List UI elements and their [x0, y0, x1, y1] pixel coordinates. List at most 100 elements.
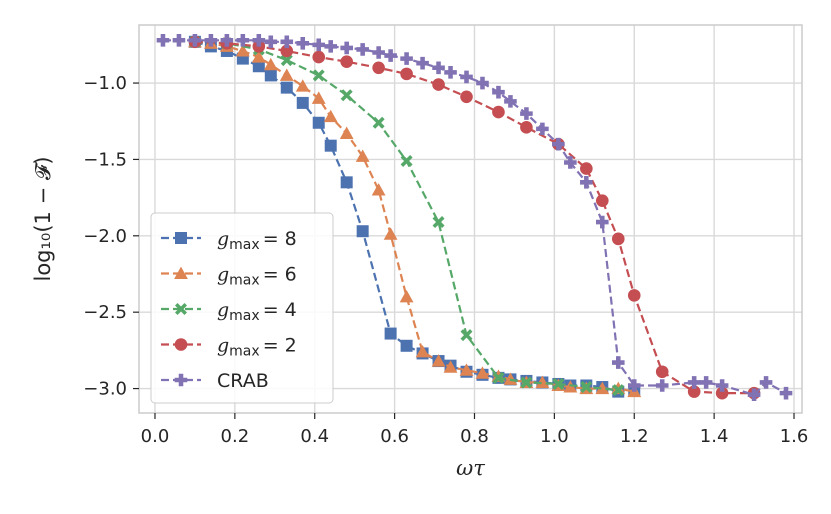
data-point — [383, 227, 398, 240]
data-point — [280, 54, 293, 67]
data-point — [400, 339, 413, 352]
data-point — [595, 381, 610, 395]
data-point — [340, 176, 353, 189]
data-point — [580, 162, 593, 175]
data-point — [687, 376, 701, 389]
data-point — [612, 384, 625, 397]
y-tick-label: −2.0 — [83, 226, 127, 247]
data-point — [492, 105, 505, 119]
ticks: 0.0 0.2 0.4 0.6 0.8 1.0 1.2 1.4 1.6 −1.0 −1.5 −2.0 −… — [83, 73, 808, 447]
data-point — [251, 50, 266, 63]
legend-symbol: g — [217, 264, 229, 286]
data-point — [520, 107, 533, 120]
data-point — [264, 35, 278, 49]
data-point — [715, 379, 729, 392]
legend-label: gmax = 6 — [217, 264, 297, 289]
data-point — [552, 137, 565, 151]
legend-value: = 8 — [263, 228, 297, 250]
x-tick-label: 0.6 — [380, 426, 409, 447]
data-point — [340, 55, 353, 68]
data-point — [503, 372, 518, 385]
data-point — [175, 232, 187, 244]
x-tick-label: 0.4 — [300, 426, 329, 447]
x-tick-label: 0.2 — [221, 426, 250, 447]
legend-label: gmax = 8 — [217, 228, 297, 253]
data-point — [296, 37, 310, 50]
data-point — [432, 78, 445, 91]
data-point — [339, 126, 354, 139]
data-point — [444, 66, 457, 79]
data-point — [156, 33, 170, 47]
data-point — [372, 46, 385, 59]
plot-frame — [138, 24, 803, 414]
data-point — [520, 376, 533, 389]
data-point — [687, 385, 701, 398]
data-point — [356, 43, 369, 56]
data-point — [312, 69, 325, 82]
data-point — [627, 379, 641, 392]
data-point — [400, 52, 413, 65]
legend-value: = 2 — [263, 335, 297, 357]
data-point — [372, 116, 385, 129]
data-point — [312, 38, 326, 52]
data-point — [432, 61, 445, 75]
legend-box — [150, 212, 334, 404]
data-point — [627, 289, 641, 302]
data-point — [371, 183, 386, 196]
data-point — [596, 215, 609, 229]
data-point — [415, 344, 430, 358]
data-point — [340, 89, 353, 102]
data-point — [460, 329, 473, 342]
data-point — [400, 154, 413, 167]
data-point — [263, 57, 278, 71]
data-point — [715, 386, 729, 400]
data-point — [264, 69, 277, 82]
data-point — [416, 56, 429, 70]
data-point — [204, 33, 218, 47]
y-axis-label: log₁₀(1 − 𝓕) — [31, 156, 55, 281]
legend-entry: gmax = 2 — [161, 335, 297, 360]
legend-entry: gmax = 6 — [161, 264, 297, 289]
legend-label: gmax = 2 — [217, 335, 297, 360]
data-point — [520, 121, 533, 134]
y-tick-label: −2.5 — [83, 302, 127, 323]
data-point — [280, 81, 293, 94]
series-2 — [188, 35, 625, 397]
data-point — [580, 381, 593, 394]
data-point — [280, 44, 294, 58]
x-tick-label: 0.8 — [460, 426, 489, 447]
data-point — [564, 156, 577, 169]
data-point — [611, 232, 625, 246]
legend-label: gmax = 4 — [217, 299, 297, 324]
data-point — [535, 375, 550, 388]
legend-entry: CRAB — [161, 370, 269, 392]
data-point — [492, 371, 505, 384]
legend-value: = 6 — [263, 264, 297, 286]
data-point — [431, 354, 446, 367]
data-point — [252, 60, 265, 73]
data-point — [295, 79, 310, 92]
data-point — [655, 365, 669, 379]
data-point — [459, 363, 474, 376]
data-point — [175, 303, 187, 315]
data-point — [188, 33, 202, 47]
legend-subscript: max — [229, 344, 260, 360]
legend-symbol: g — [217, 228, 229, 250]
data-point — [492, 85, 505, 99]
data-point — [504, 95, 517, 108]
legend-value: CRAB — [217, 370, 269, 392]
data-point — [536, 122, 549, 136]
data-point — [280, 35, 294, 49]
data-point — [312, 50, 326, 64]
data-point — [443, 360, 458, 373]
data-point — [172, 33, 186, 47]
legend-subscript: max — [229, 273, 260, 289]
data-point — [356, 225, 369, 238]
data-point — [372, 61, 385, 75]
data-point — [747, 388, 761, 401]
data-point — [580, 176, 593, 189]
data-point — [399, 290, 414, 303]
legend-label: CRAB — [217, 370, 269, 392]
data-point — [552, 377, 565, 390]
legend-subscript: max — [229, 308, 260, 324]
